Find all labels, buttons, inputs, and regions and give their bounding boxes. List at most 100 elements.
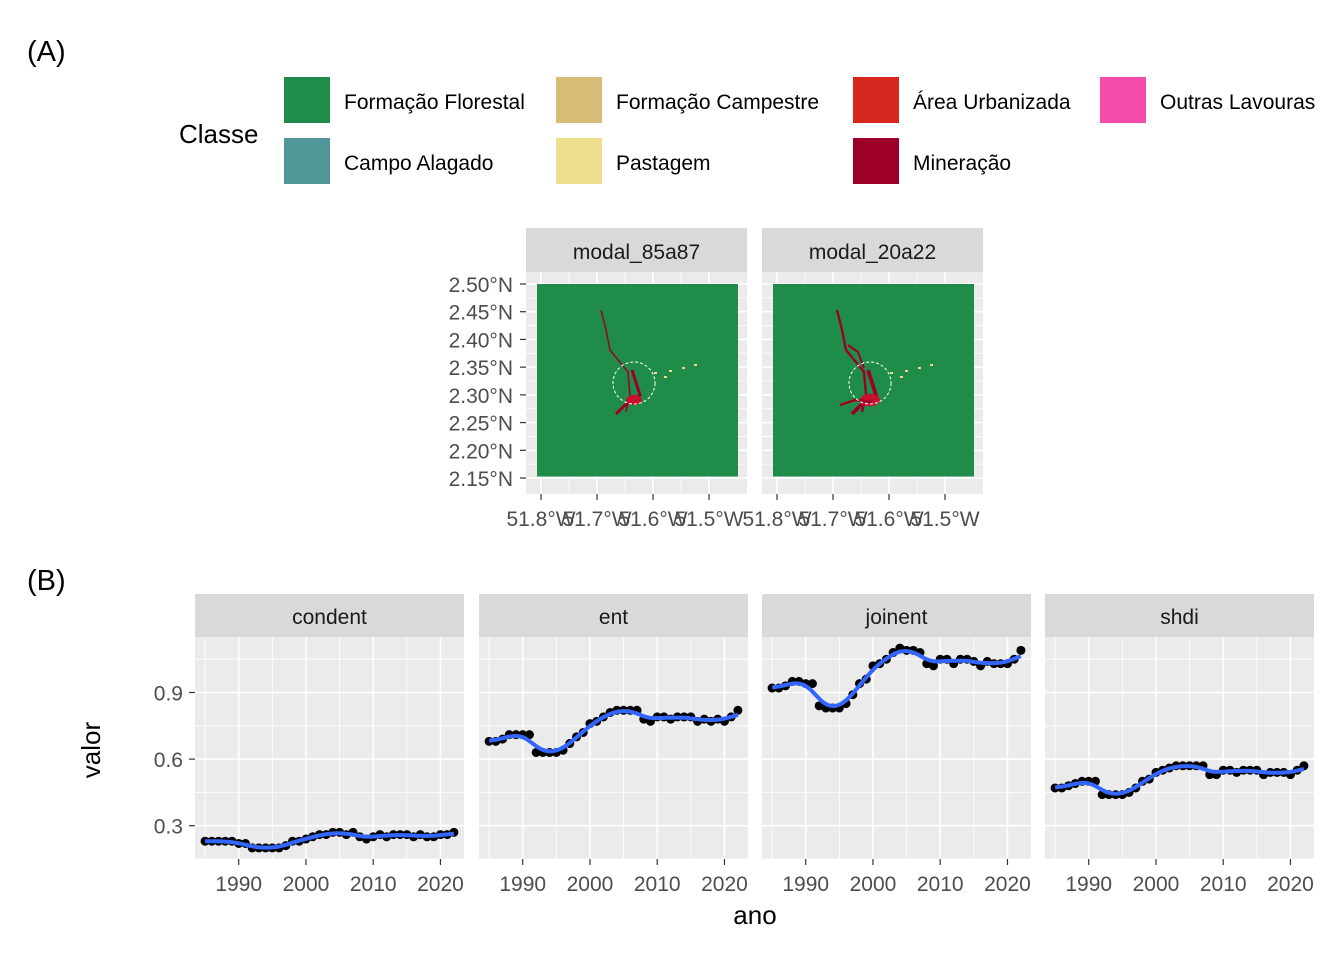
x-tick-label: 1990 bbox=[1065, 873, 1112, 896]
x-tick-label: 2010 bbox=[634, 873, 681, 896]
x-tick-label: 2000 bbox=[1133, 873, 1180, 896]
x-tick-label: 2000 bbox=[283, 873, 330, 896]
x-tick-label: 51.6°W bbox=[854, 508, 923, 531]
map-panels: modal_85a8751.8°W51.7°W51.6°W51.5°Wmodal… bbox=[449, 228, 983, 531]
x-tick-label: 2020 bbox=[1267, 873, 1314, 896]
x-tick-label: 51.5°W bbox=[910, 508, 979, 531]
y-tick-label: 2.15°N bbox=[449, 468, 513, 491]
urban-area bbox=[626, 395, 642, 405]
y-tick-label: 0.9 bbox=[154, 683, 183, 706]
x-tick-label: 2020 bbox=[984, 873, 1031, 896]
facet-shdi: shdi 1990 2000 2010 2020 bbox=[1045, 594, 1314, 896]
x-tick-label: 1990 bbox=[499, 873, 546, 896]
facet-condent: condent 1990 2000 2010 2020 bbox=[195, 594, 464, 896]
pasture-patch bbox=[694, 364, 697, 366]
pasture-patch bbox=[682, 367, 685, 369]
legend-label: Pastagem bbox=[616, 152, 711, 175]
facet-joinent: joinent 1990 2000 2010 2020 bbox=[762, 594, 1031, 896]
x-tick-label: 2010 bbox=[350, 873, 397, 896]
legend-label: Formação Florestal bbox=[344, 91, 525, 114]
x-tick-label: 2010 bbox=[1200, 873, 1247, 896]
y-tick-label: 0.3 bbox=[154, 816, 183, 839]
map-panel: modal_85a87 51.8°W51.7°W51.6°W51.5°W bbox=[506, 228, 747, 531]
facet-strip bbox=[479, 594, 748, 637]
forest-raster bbox=[537, 284, 738, 477]
x-tick-label: 1990 bbox=[782, 873, 829, 896]
legend-swatch bbox=[556, 77, 602, 123]
plot-background bbox=[1045, 637, 1314, 859]
smooth-line bbox=[488, 709, 739, 754]
panel-a-label: (A) bbox=[27, 36, 66, 68]
mining-feature bbox=[839, 398, 873, 407]
legend-swatch bbox=[853, 77, 899, 123]
y-tick-label: 2.25°N bbox=[449, 413, 513, 436]
facet-strip bbox=[1045, 594, 1314, 637]
legend-swatch bbox=[284, 77, 330, 123]
x-tick-label: 51.7°W bbox=[798, 508, 867, 531]
x-tick-label: 2020 bbox=[701, 873, 748, 896]
y-tick-label: 2.30°N bbox=[449, 385, 513, 408]
data-point bbox=[733, 705, 743, 715]
facet-strip-label: modal_20a22 bbox=[809, 241, 936, 264]
pasture-patch bbox=[669, 370, 672, 372]
plot-background bbox=[762, 637, 1031, 859]
facet-strip bbox=[762, 594, 1031, 637]
panel-b-label: (B) bbox=[27, 565, 66, 597]
x-tick-label: 1990 bbox=[215, 873, 262, 896]
smooth-line bbox=[771, 648, 1022, 708]
legend-label: Formação Campestre bbox=[616, 91, 819, 114]
plot-background bbox=[479, 637, 748, 859]
x-axis-title: ano bbox=[733, 900, 776, 930]
facet-strip-label: condent bbox=[292, 606, 367, 629]
pasture-patch bbox=[890, 372, 893, 374]
y-tick-label: 2.20°N bbox=[449, 440, 513, 463]
legend-label: Outras Lavouras bbox=[1160, 91, 1315, 114]
facet-strip bbox=[762, 228, 983, 272]
data-point bbox=[807, 679, 817, 689]
pasture-patch bbox=[930, 364, 933, 366]
x-tick-label: 51.8°W bbox=[506, 508, 575, 531]
legend-label: Mineração bbox=[913, 152, 1011, 175]
data-point bbox=[524, 730, 534, 740]
facet-strip bbox=[195, 594, 464, 637]
y-tick-label: 0.6 bbox=[154, 749, 183, 772]
x-tick-label: 2010 bbox=[917, 873, 964, 896]
x-tick-label: 2020 bbox=[417, 873, 464, 896]
x-tick-label: 51.5°W bbox=[674, 508, 743, 531]
x-tick-label: 2000 bbox=[850, 873, 897, 896]
mining-feature bbox=[847, 344, 865, 369]
pasture-patch bbox=[905, 370, 908, 372]
x-tick-label: 51.7°W bbox=[562, 508, 631, 531]
smooth-line bbox=[1054, 764, 1305, 796]
data-point bbox=[928, 661, 938, 671]
x-tick-label: 51.6°W bbox=[618, 508, 687, 531]
legend-title: Classe bbox=[179, 119, 258, 149]
legend-swatch bbox=[853, 138, 899, 184]
y-axis-title: valor bbox=[76, 721, 106, 778]
facet-strip-label: ent bbox=[599, 606, 628, 629]
buffer-circle bbox=[612, 361, 656, 405]
facet-strip-label: joinent bbox=[865, 606, 928, 629]
x-tick-label: 2000 bbox=[567, 873, 614, 896]
legend-label: Campo Alagado bbox=[344, 152, 493, 175]
y-tick-label: 2.45°N bbox=[449, 302, 513, 325]
facet-charts: condent 1990 2000 2010 2020 ent 1990 2000 2010 20… bbox=[154, 594, 1314, 896]
map-panel: modal_20a22 51.8°W51.7°W51.6°W51.5°W bbox=[742, 228, 983, 531]
facet-strip-label: modal_85a87 bbox=[573, 241, 700, 264]
pasture-patch bbox=[654, 372, 657, 374]
legend-label: Área Urbanizada bbox=[913, 91, 1071, 114]
y-tick-label: 2.35°N bbox=[449, 357, 513, 380]
buffer-circle bbox=[848, 361, 892, 405]
facet-strip-label: shdi bbox=[1160, 606, 1199, 629]
facet-ent: ent 1990 2000 2010 2020 bbox=[479, 594, 748, 896]
facet-strip bbox=[526, 228, 747, 272]
legend-swatch bbox=[1100, 77, 1146, 123]
legend: Classe Formação Florestal Campo Alagado Fo… bbox=[179, 77, 1315, 184]
pasture-patch bbox=[664, 376, 667, 378]
data-point bbox=[531, 747, 541, 757]
legend-swatch bbox=[284, 138, 330, 184]
y-tick-label: 2.50°N bbox=[449, 274, 513, 297]
plot-background bbox=[195, 637, 464, 859]
data-point bbox=[1016, 645, 1026, 655]
